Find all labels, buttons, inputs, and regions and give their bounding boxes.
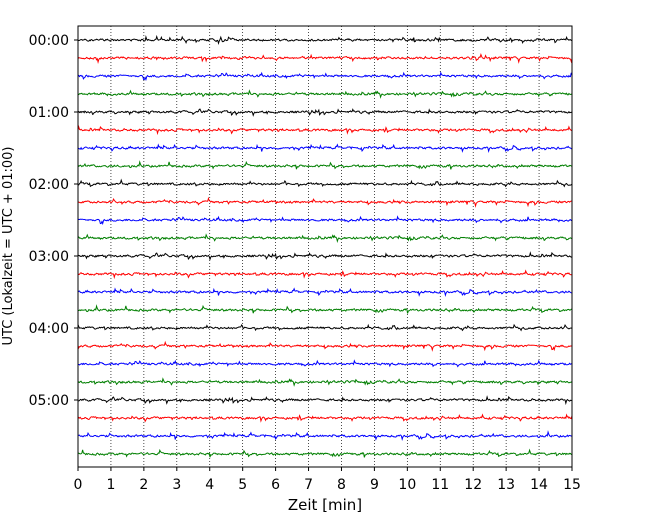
trace-row-6 xyxy=(77,125,573,136)
x-tick-label: 0 xyxy=(74,477,83,493)
x-tick-label: 14 xyxy=(530,477,548,493)
x-tick-label: 12 xyxy=(464,477,482,493)
x-tick-label: 5 xyxy=(238,477,247,493)
y-tick-label: 04:00 xyxy=(29,321,69,337)
x-tick-label: 11 xyxy=(431,477,449,493)
x-tick-label: 6 xyxy=(271,477,280,493)
y-axis-ticks: 00:00 01:00 02:00 03:00 04:00 05:00 xyxy=(29,33,78,409)
y-tick-label: 02:00 xyxy=(29,177,69,193)
plot-frame xyxy=(77,25,573,468)
trace-row-18 xyxy=(77,340,573,352)
x-axis-ticks: 0 1 2 3 4 5 6 7 8 9 10 11 12 13 14 15 xyxy=(74,467,581,493)
trace-row-13 xyxy=(77,251,573,261)
trace-row-10 xyxy=(77,196,573,208)
x-tick-label: 2 xyxy=(139,477,148,493)
trace-row-12 xyxy=(77,233,572,243)
trace-row-24 xyxy=(77,448,573,458)
x-tick-label: 3 xyxy=(172,477,181,493)
trace-row-15 xyxy=(77,287,573,298)
trace-row-21 xyxy=(77,395,573,406)
plot-background xyxy=(78,26,572,467)
trace-row-1 xyxy=(77,34,573,46)
trace-row-19 xyxy=(77,359,573,368)
trace-row-7 xyxy=(77,143,573,154)
trace-row-23 xyxy=(77,430,573,442)
trace-row-2 xyxy=(77,52,573,65)
x-tick-label: 10 xyxy=(398,477,416,493)
x-tick-label: 7 xyxy=(304,477,313,493)
x-tick-label: 9 xyxy=(370,477,379,493)
y-tick-label: 05:00 xyxy=(29,393,69,409)
x-tick-label: 8 xyxy=(337,477,346,493)
x-tick-label: 13 xyxy=(497,477,515,493)
y-tick-label: 01:00 xyxy=(29,105,69,121)
trace-row-16 xyxy=(77,304,573,314)
trace-row-22 xyxy=(77,413,573,423)
trace-row-8 xyxy=(77,160,573,170)
trace-row-4 xyxy=(77,89,573,99)
x-axis-label: Zeit [min] xyxy=(288,496,362,514)
trace-row-17 xyxy=(77,323,573,332)
trace-row-20 xyxy=(77,377,573,387)
trace-row-5 xyxy=(77,108,573,117)
y-tick-label: 00:00 xyxy=(29,33,69,49)
trace-row-11 xyxy=(77,215,573,226)
seismic-traces xyxy=(77,34,573,458)
x-tick-label: 15 xyxy=(563,477,581,493)
y-axis-label: UTC (Lokalzeit = UTC + 01:00) xyxy=(1,147,16,346)
y-tick-label: 03:00 xyxy=(29,249,69,265)
trace-row-9 xyxy=(77,178,573,188)
x-tick-label: 1 xyxy=(106,477,115,493)
trace-row-14 xyxy=(77,269,573,280)
x-tick-label: 4 xyxy=(205,477,214,493)
trace-row-3 xyxy=(77,71,573,82)
